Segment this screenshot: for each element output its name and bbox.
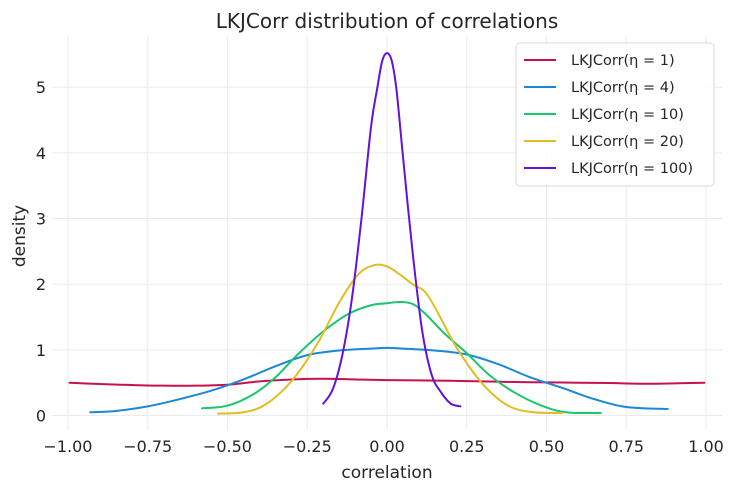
y-tick-label: 3: [36, 210, 46, 229]
legend-label: LKJCorr(η = 10): [571, 107, 684, 123]
chart-title: LKJCorr distribution of correlations: [216, 9, 559, 33]
y-tick-label: 2: [36, 275, 46, 294]
legend: LKJCorr(η = 1) LKJCorr(η = 4) LKJCorr(η = …: [515, 42, 715, 187]
y-axis-label: density: [10, 205, 30, 267]
x-tick-label: −0.50: [203, 437, 252, 456]
legend-label: LKJCorr(η = 1): [571, 53, 675, 69]
series-line-eta-4: [216, 263, 564, 415]
legend-label: LKJCorr(η = 20): [571, 134, 684, 150]
y-tick-label: 4: [36, 144, 46, 163]
x-tick-label: −1.00: [43, 437, 92, 456]
x-tick-label: 1.00: [688, 437, 724, 456]
series-line-eta-2: [89, 346, 669, 414]
y-axis-ticks: 0 1 2 3 4 5: [36, 78, 46, 425]
x-tick-label: −0.75: [123, 437, 172, 456]
y-tick-label: 1: [36, 341, 46, 360]
series-line-eta-1: [68, 377, 706, 387]
y-tick-label: 0: [36, 407, 46, 426]
x-tick-label: 0.25: [449, 437, 485, 456]
series-layer: [68, 52, 706, 415]
legend-box: [515, 42, 715, 187]
x-tick-label: 0.50: [529, 437, 565, 456]
legend-entries: LKJCorr(η = 1) LKJCorr(η = 4) LKJCorr(η = …: [524, 53, 693, 177]
y-tick-label: 5: [36, 78, 46, 97]
x-tick-label: −0.25: [283, 437, 332, 456]
series-line-eta-5: [322, 52, 462, 408]
x-tick-label: 0.00: [369, 437, 405, 456]
x-axis-label: correlation: [341, 463, 432, 483]
series-line-eta-3: [200, 300, 602, 415]
x-axis-ticks: −1.00 −0.75 −0.50 −0.25 0.00 0.25 0.50 0.75 1.00: [43, 437, 723, 456]
legend-label: LKJCorr(η = 4): [571, 80, 675, 96]
x-tick-label: 0.75: [608, 437, 644, 456]
legend-label: LKJCorr(η = 100): [571, 161, 693, 177]
